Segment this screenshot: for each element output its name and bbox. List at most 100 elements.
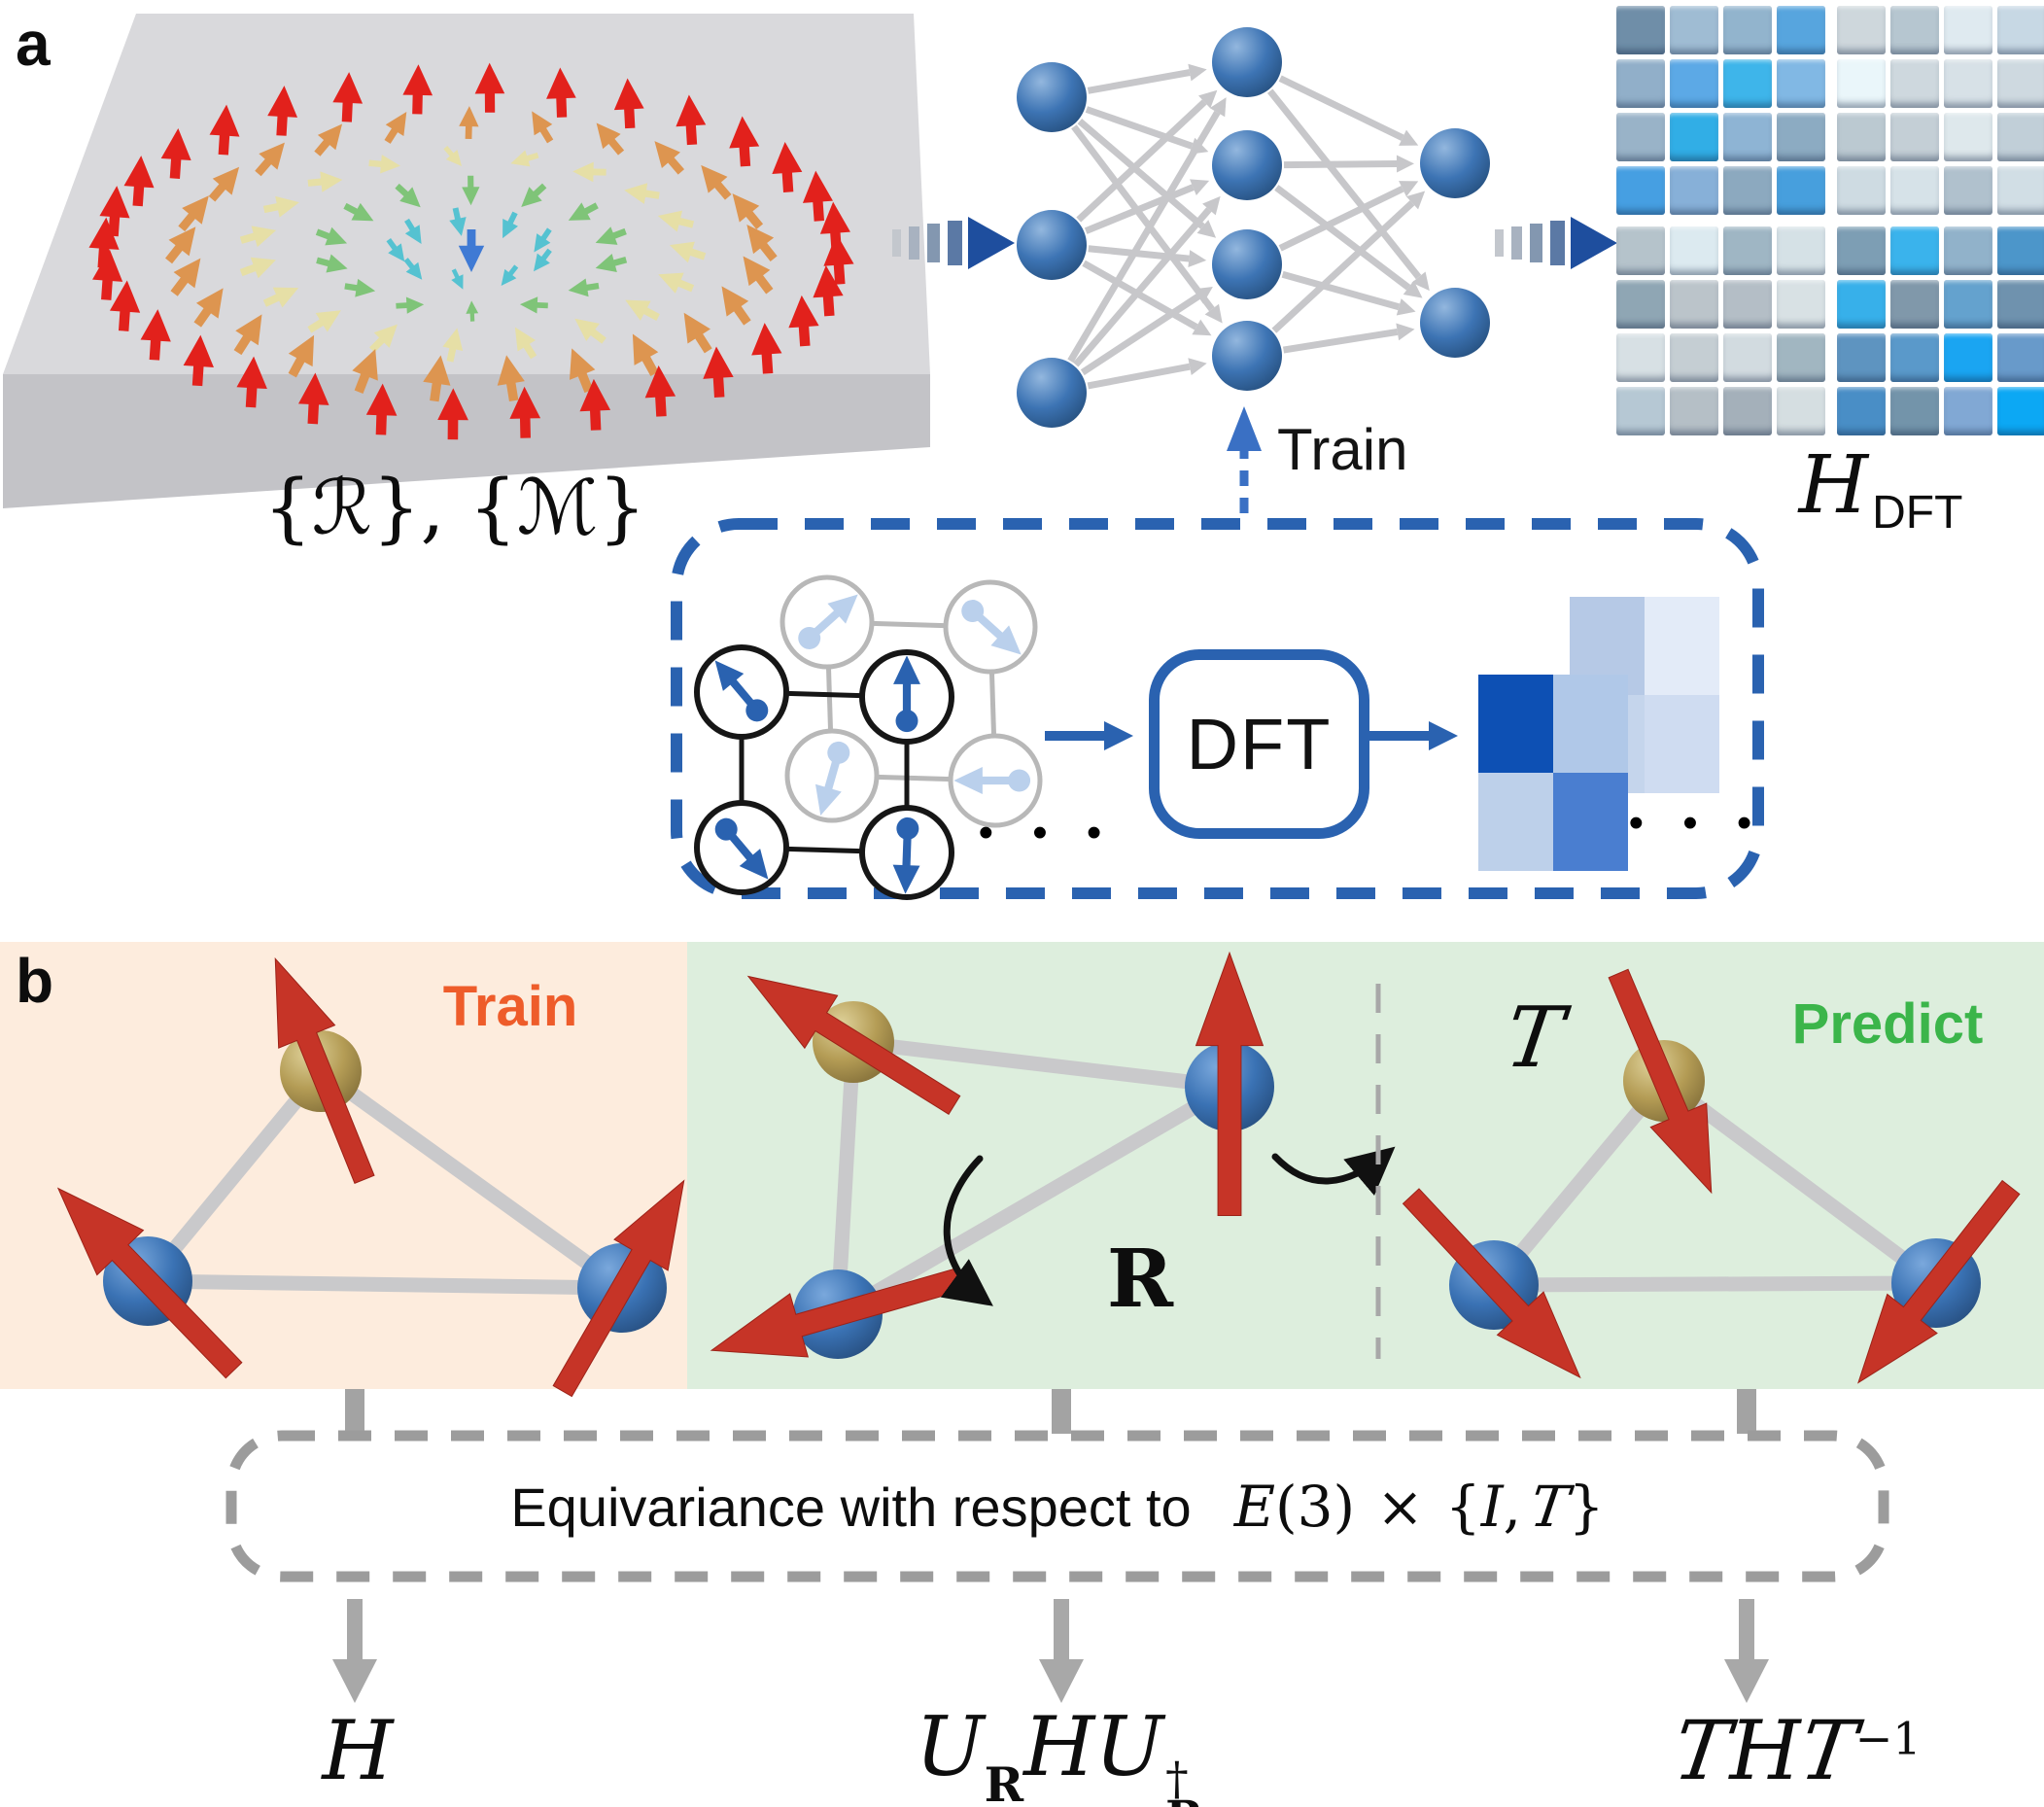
dft-box-label: DFT	[1186, 704, 1333, 784]
hdft-base: H	[1798, 439, 1869, 532]
molecule-train	[56, 956, 685, 1398]
matrix-cell	[1837, 226, 1886, 275]
matrix-cell	[1890, 226, 1939, 275]
train-arrow	[1227, 406, 1262, 513]
small-matrix-cell	[1553, 773, 1628, 871]
matrix-cell	[1890, 387, 1939, 435]
matrix-cell	[1670, 113, 1718, 161]
set-open: {	[1444, 1474, 1481, 1540]
group-arg: (3)	[1275, 1474, 1356, 1540]
dataset-flow-arrows	[1045, 721, 1458, 750]
matrix-cell	[1837, 280, 1886, 329]
matrix-cell	[1777, 166, 1825, 215]
panel-b-label: b	[16, 946, 54, 1016]
matrix-cell	[1997, 226, 2044, 275]
matrix-cell	[1616, 280, 1665, 329]
matrix-cell	[1723, 280, 1772, 329]
matrix-cell	[1890, 280, 1939, 329]
dft-output-matrix-front	[1478, 675, 1628, 871]
matrix-cell	[1944, 59, 1992, 108]
molecule-time-reversed	[1402, 968, 2021, 1384]
matrix-cell	[1723, 6, 1772, 54]
matrix-cell	[1837, 113, 1886, 161]
matrix-ellipsis: • • •	[1628, 799, 1766, 847]
matrix-cell	[1944, 6, 1992, 54]
matrix-cell	[1890, 166, 1939, 215]
matrix-cell	[1723, 226, 1772, 275]
rotation-label: R	[1106, 1233, 1174, 1326]
matrix-cell	[1670, 166, 1718, 215]
matrix-quadrant	[1616, 6, 1825, 215]
small-matrix-cell	[1553, 675, 1628, 773]
spin-lattice	[694, 574, 1043, 900]
matrix-cell	[1997, 59, 2044, 108]
matrix-cell	[1616, 113, 1665, 161]
matrix-cell	[1837, 59, 1886, 108]
matrix-cell	[1837, 333, 1886, 382]
skyrmion-caption: {ℛ}, {ℳ}	[263, 465, 646, 552]
skyrmion-spin-texture	[88, 62, 854, 440]
small-matrix-cell	[1478, 675, 1553, 773]
small-matrix-cell	[1645, 695, 1719, 793]
neural-network	[1017, 27, 1490, 428]
dft-dataset-box	[671, 518, 1764, 899]
small-matrix-cell	[1478, 773, 1553, 871]
equivariance-prefix: Equivariance with respect to	[510, 1476, 1192, 1538]
matrix-cell	[1837, 6, 1886, 54]
matrix-cell	[1670, 280, 1718, 329]
formula-h: H	[322, 1703, 394, 1798]
matrix-cell	[1777, 6, 1825, 54]
matrix-cell	[1723, 387, 1772, 435]
connector-bars	[345, 1389, 1756, 1434]
matrix-cell	[1723, 59, 1772, 108]
matrix-cell	[1997, 113, 2044, 161]
matrix-cell	[1777, 113, 1825, 161]
matrix-cell	[1616, 166, 1665, 215]
matrix-cell	[1997, 333, 2044, 382]
matrix-cell	[1777, 226, 1825, 275]
hamiltonian-matrix	[1616, 6, 2044, 435]
matrix-cell	[1616, 226, 1665, 275]
matrix-cell	[1890, 113, 1939, 161]
lattice-ellipsis: • • •	[978, 809, 1116, 856]
hdft-label: HDFT	[1720, 439, 2041, 539]
matrix-cell	[1997, 6, 2044, 54]
molecule-rotated	[710, 951, 1274, 1359]
group-E: E	[1233, 1474, 1276, 1540]
identity-symbol: I	[1480, 1474, 1504, 1540]
matrix-cell	[1670, 59, 1718, 108]
matrix-cell	[1616, 387, 1665, 435]
matrix-cell	[1616, 59, 1665, 108]
set-close: }	[1568, 1474, 1605, 1540]
matrix-cell	[1944, 226, 1992, 275]
matrix-cell	[1777, 387, 1825, 435]
spins-to-nn-arrow	[892, 217, 1015, 269]
panel-a-label: a	[16, 9, 51, 79]
matrix-quadrant	[1616, 226, 1825, 435]
train-arrow-label: Train	[1277, 417, 1408, 482]
rotation-arrows	[940, 1146, 1396, 1306]
matrix-cell	[1837, 387, 1886, 435]
set-time-reversal: T	[1526, 1474, 1574, 1540]
matrix-cell	[1723, 333, 1772, 382]
matrix-cell	[1670, 387, 1718, 435]
matrix-cell	[1890, 6, 1939, 54]
matrix-cell	[1890, 59, 1939, 108]
predict-config-label: Predict	[1791, 992, 1984, 1056]
matrix-cell	[1777, 280, 1825, 329]
matrix-cell	[1777, 333, 1825, 382]
matrix-cell	[1616, 333, 1665, 382]
matrix-cell	[1997, 280, 2044, 329]
matrix-cell	[1997, 166, 2044, 215]
small-matrix-cell	[1645, 597, 1719, 695]
train-panel-background	[0, 942, 687, 1389]
train-config-label: Train	[442, 975, 578, 1038]
matrix-cell	[1944, 333, 1992, 382]
matrix-cell	[1837, 166, 1886, 215]
hdft-subscript: DFT	[1872, 487, 1963, 539]
equivariance-text: Equivariance with respect to E(3) × {I, …	[231, 1434, 1884, 1580]
matrix-cell	[1723, 166, 1772, 215]
nn-to-matrix-arrow	[1495, 217, 1617, 269]
